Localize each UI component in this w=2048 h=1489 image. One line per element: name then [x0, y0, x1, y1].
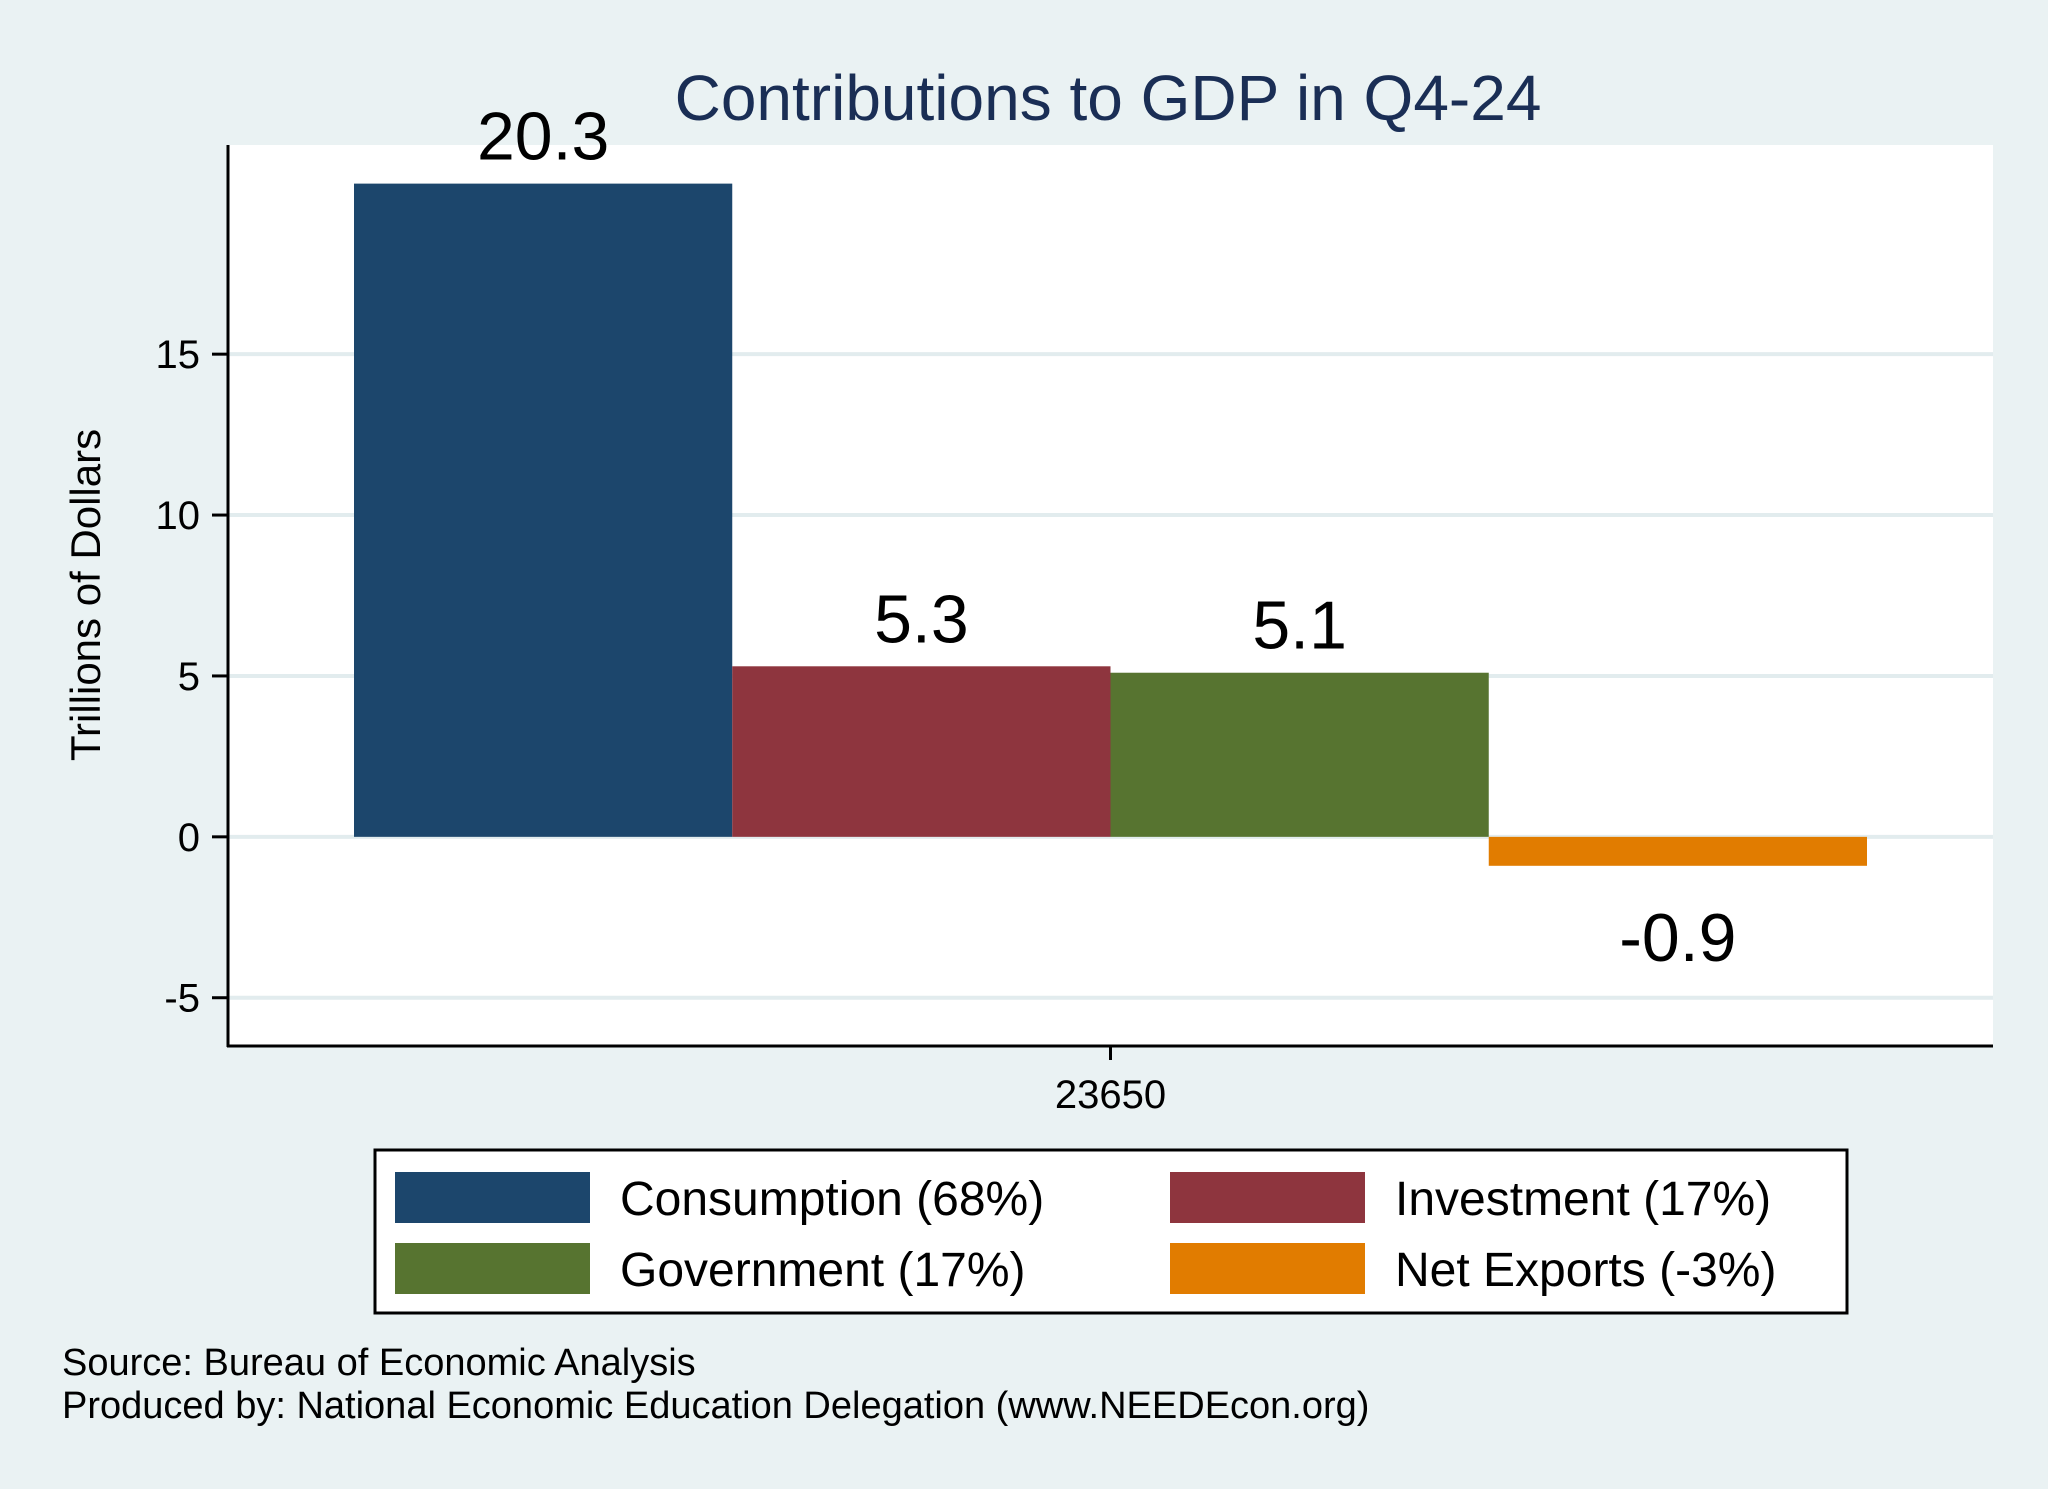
data-label: 20.3: [477, 99, 609, 175]
y-tick-label: 0: [178, 816, 200, 860]
legend-box: [373, 1148, 1849, 1315]
legend-label: Government (17%): [620, 1244, 1026, 1297]
legend-label: Investment (17%): [1395, 1173, 1771, 1226]
y-tick-label: 10: [156, 494, 201, 538]
data-label: -0.9: [1619, 900, 1736, 976]
source-note: Source: Bureau of Economic Analysis: [62, 1342, 696, 1384]
bars: [354, 183, 1867, 866]
y-tick-label: 5: [178, 655, 200, 699]
bar: [732, 666, 1111, 837]
legend-swatch: [1170, 1243, 1365, 1294]
legend-swatch: [1170, 1172, 1365, 1223]
data-label: 5.1: [1252, 588, 1347, 664]
legend: Consumption (68%) Investment (17%) Governm…: [395, 1172, 1776, 1297]
y-tick-label: 15: [156, 333, 201, 377]
data-labels: 20.3 5.3 5.1 -0.9: [477, 99, 1737, 976]
bar: [1488, 836, 1867, 866]
data-label: 5.3: [874, 581, 969, 657]
produced-by-note: Produced by: National Economic Education…: [62, 1385, 1369, 1427]
legend-label: Consumption (68%): [620, 1173, 1044, 1226]
chart-title: Contributions to GDP in Q4-24: [675, 62, 1542, 134]
x-ticks: 23650: [1055, 1046, 1166, 1117]
bar: [1110, 672, 1489, 837]
x-tick-label: 23650: [1055, 1073, 1166, 1117]
legend-label: Net Exports (-3%): [1395, 1244, 1776, 1297]
y-tick-label: -5: [164, 977, 200, 1021]
legend-swatch: [395, 1243, 590, 1294]
y-ticks: -5 0 5 10 15: [156, 333, 228, 1021]
y-axis-title: Trillions of Dollars: [62, 429, 109, 761]
legend-swatch: [395, 1172, 590, 1223]
bar: [354, 183, 733, 837]
